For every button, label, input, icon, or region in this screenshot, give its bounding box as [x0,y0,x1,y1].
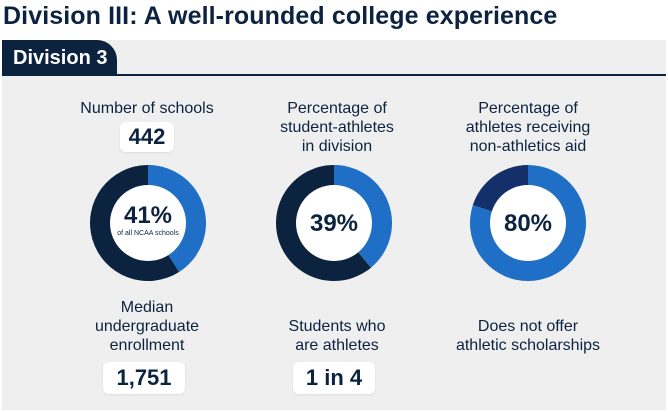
donut-center-value: 80% [504,210,552,237]
enrollment-value-badge: 1,751 [103,362,185,394]
donut-chart-student-athletes: 39% [276,165,392,281]
donut-slice-primary [470,165,586,281]
enrollment-label: Median undergraduate enrollment [94,299,200,354]
schools-label: Number of schools [80,100,214,117]
donut-center-sublabel: of all NCAA schools [117,230,179,237]
tab-underline [2,74,666,76]
donut-hole [490,185,566,261]
athletes-ratio-label: Students who are athletes [288,318,386,354]
donut-center-value: 41% [124,202,172,229]
aid-pct-label: Percentage of athletes receiving non-ath… [465,100,591,155]
schools-value-badge: 442 [120,122,174,152]
donut-chart-non-athletics-aid: 80% [470,165,586,281]
donut-hole [110,185,186,261]
athletes-pct-label: Percentage of student-athletes in divisi… [280,100,394,155]
division-tab-label: Division 3 [13,47,108,69]
division-tab: Division 3 [2,40,117,76]
page-title: Division III: A well-rounded college exp… [3,2,558,30]
scholarships-label: Does not offer athletic scholarships [455,318,601,354]
athletes-ratio-badge: 1 in 4 [293,362,375,394]
donut-chart-ncaa-schools: 41% of all NCAA schools [90,165,206,281]
donut-center-value: 39% [310,210,358,237]
donut-hole [296,185,372,261]
